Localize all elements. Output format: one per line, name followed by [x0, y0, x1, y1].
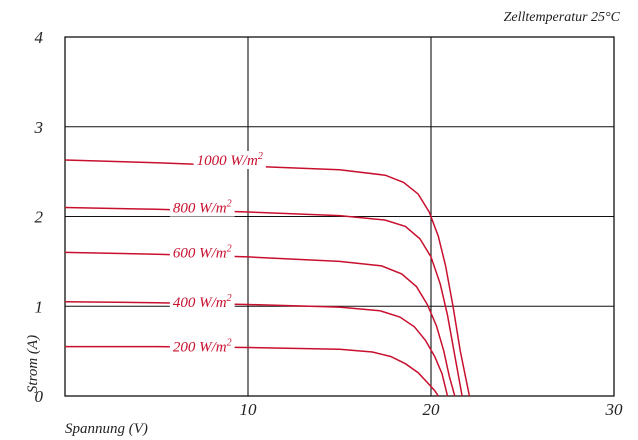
- series-label-knockout: [169, 337, 235, 356]
- series-label: 600 W/m2: [173, 243, 232, 261]
- series-label: 800 W/m2: [173, 199, 232, 217]
- series-labels: 1000 W/m2 800 W/m2 600 W/m2 400 W/m2 200 W/m…: [169, 150, 266, 356]
- series-line: [64, 159, 471, 397]
- tick-labels: 0 1 2 3 4 10 20 30: [34, 28, 624, 419]
- x-tick-label: 20: [423, 400, 441, 419]
- series-line: [65, 345, 439, 397]
- chart-caption: Zelltemperatur 25°C: [504, 10, 621, 25]
- y-axis-label: Strom (A): [25, 335, 41, 393]
- grid: [64, 36, 615, 397]
- y-tick-label: 4: [35, 28, 44, 47]
- series-label-knockout: [169, 243, 235, 262]
- series-label-knockout: [193, 150, 266, 169]
- series-label: 200 W/m2: [173, 338, 232, 356]
- y-tick-label: 1: [35, 297, 44, 316]
- series-label: 1000 W/m2: [197, 151, 263, 169]
- series-line: [64, 251, 456, 397]
- series-line: [64, 301, 449, 397]
- x-tick-label: 10: [240, 400, 258, 419]
- series-label-knockout: [169, 198, 235, 217]
- x-tick-label: 30: [605, 400, 624, 419]
- y-tick-label: 0: [35, 387, 44, 406]
- y-tick-label: 3: [34, 118, 44, 137]
- x-axis-label: Spannung (V): [65, 421, 148, 437]
- y-tick-label: 2: [35, 208, 44, 227]
- series-label: 400 W/m2: [173, 293, 232, 311]
- series-lines: [64, 159, 471, 397]
- series-label-knockout: [169, 292, 235, 311]
